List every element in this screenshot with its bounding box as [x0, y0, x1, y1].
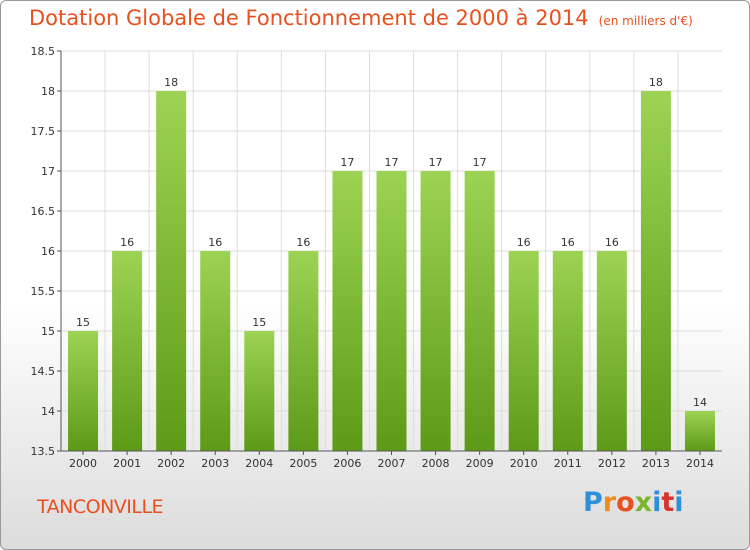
y-tick-label: 16.5: [31, 205, 56, 218]
data-label: 15: [76, 316, 90, 329]
y-tick-label: 17: [41, 165, 55, 178]
y-tick-label: 16: [41, 245, 55, 258]
bar-2004: [244, 331, 275, 451]
axes: [57, 50, 722, 455]
bar-2006: [332, 171, 363, 451]
y-tick-label: 15.5: [31, 285, 56, 298]
x-tick-label: 2011: [554, 457, 582, 470]
x-tick-label: 2007: [378, 457, 406, 470]
data-label: 17: [429, 156, 443, 169]
x-tick-label: 2013: [642, 457, 670, 470]
labels: 13.5 14 14.5 15 15.5 16 16.5 17 17.5 18 18.5 15 2000…: [31, 45, 714, 470]
proxiti-logo: Proxiti: [583, 487, 684, 518]
data-label: 18: [649, 76, 663, 89]
data-label: 17: [340, 156, 354, 169]
bars: [68, 91, 715, 451]
data-label: 14: [693, 396, 707, 409]
data-label: 16: [120, 236, 134, 249]
x-tick-label: 2002: [157, 457, 185, 470]
x-tick-label: 2001: [113, 457, 141, 470]
data-label: 16: [208, 236, 222, 249]
x-tick-label: 2012: [598, 457, 626, 470]
data-label: 16: [296, 236, 310, 249]
chart-subtitle: (en milliers d'€): [598, 14, 693, 28]
bar-2008: [420, 171, 451, 451]
place-name: TANCONVILLE: [37, 496, 164, 518]
bar-2002: [156, 91, 187, 451]
x-tick-label: 2003: [201, 457, 229, 470]
data-label: 16: [561, 236, 575, 249]
bar-2014: [684, 411, 715, 451]
bar-2009: [464, 171, 495, 451]
data-label: 18: [164, 76, 178, 89]
x-tick-label: 2009: [466, 457, 494, 470]
x-tick-label: 2000: [69, 457, 97, 470]
bar-2012: [596, 251, 627, 451]
x-tick-label: 2008: [422, 457, 450, 470]
data-label: 16: [605, 236, 619, 249]
chart-title-text: Dotation Globale de Fonctionnement de 20…: [29, 6, 589, 30]
data-label: 17: [473, 156, 487, 169]
y-tick-label: 13.5: [31, 445, 56, 458]
bar-2001: [112, 251, 143, 451]
y-tick-label: 14.5: [31, 365, 56, 378]
y-tick-label: 18.5: [31, 45, 56, 58]
x-tick-label: 2006: [333, 457, 361, 470]
data-label: 17: [385, 156, 399, 169]
x-tick-label: 2004: [245, 457, 273, 470]
bar-2000: [68, 331, 99, 451]
bar-2013: [640, 91, 671, 451]
y-tick-label: 14: [41, 405, 55, 418]
bar-2003: [200, 251, 231, 451]
x-tick-label: 2010: [510, 457, 538, 470]
bar-2011: [552, 251, 583, 451]
bar-2010: [508, 251, 539, 451]
bar-2007: [376, 171, 407, 451]
bar-2005: [288, 251, 319, 451]
x-tick-label: 2005: [289, 457, 317, 470]
data-label: 15: [252, 316, 266, 329]
x-tick-label: 2014: [686, 457, 714, 470]
y-tick-label: 18: [41, 85, 55, 98]
data-label: 16: [517, 236, 531, 249]
y-tick-label: 17.5: [31, 125, 56, 138]
y-tick-label: 15: [41, 325, 55, 338]
chart-title: Dotation Globale de Fonctionnement de 20…: [29, 6, 693, 30]
